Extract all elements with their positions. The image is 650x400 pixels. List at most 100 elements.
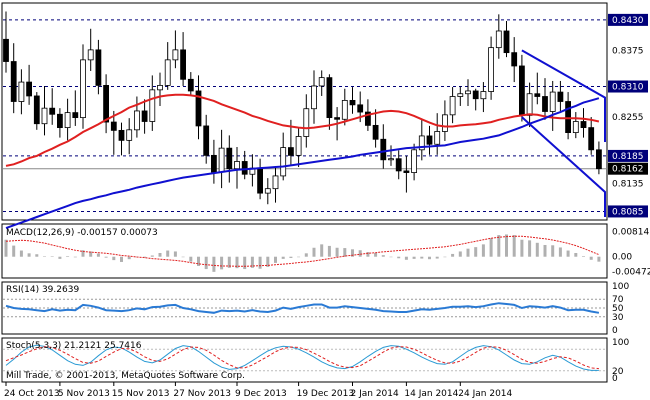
candle-body: [542, 96, 548, 112]
candle-body: [164, 59, 171, 86]
macd-bar: [243, 256, 247, 270]
candle-body: [380, 138, 387, 161]
macd-bar: [481, 244, 485, 257]
candle-body: [364, 111, 371, 126]
macd-bar: [589, 256, 593, 260]
rsi-tick-label: 70: [612, 295, 624, 305]
candle-body: [534, 93, 541, 97]
candle-body: [503, 30, 510, 54]
candle-body: [234, 161, 240, 170]
macd-bar: [220, 256, 224, 270]
macd-bar: [66, 256, 70, 257]
stoch-pane: [1, 337, 608, 383]
level-tag: [608, 149, 648, 162]
stoch-tick-label: 100: [612, 338, 629, 348]
candle-body: [457, 93, 464, 97]
macd-bar: [358, 250, 362, 257]
rsi-tick-label: 100: [612, 282, 629, 292]
candle-body: [180, 49, 187, 80]
macd-bar: [497, 235, 501, 257]
current-price-tag: [608, 162, 648, 175]
candle-body: [349, 99, 356, 106]
macd-bar: [312, 247, 316, 257]
macd-bar: [35, 254, 39, 257]
macd-bar: [4, 239, 8, 257]
candle-body: [26, 81, 33, 97]
macd-bar: [551, 245, 555, 257]
candle-body: [172, 49, 179, 61]
candle-body: [295, 136, 302, 156]
candle-body: [395, 158, 402, 172]
macd-bar: [304, 253, 308, 257]
macd-bar: [374, 253, 378, 257]
candle-body: [580, 121, 587, 129]
candle-body: [87, 49, 94, 61]
macd-bar: [466, 248, 470, 257]
rsi-series: [3, 298, 607, 318]
candle-body: [195, 90, 202, 127]
candle-body: [280, 147, 287, 177]
macd-bar: [528, 240, 532, 257]
level-tag: [608, 13, 648, 26]
macd-bar: [150, 255, 154, 257]
macd-bar: [558, 247, 562, 257]
level-tag-label: 0.8085: [612, 207, 644, 217]
macd-bar: [181, 256, 185, 258]
candle-body: [549, 91, 556, 112]
candle-body: [372, 124, 379, 140]
candle-body: [226, 147, 233, 170]
candle-body: [80, 59, 86, 119]
stoch-series: [3, 344, 607, 372]
candle-body: [133, 110, 140, 131]
macd-bar: [89, 251, 93, 257]
candle-body: [3, 38, 9, 62]
level-tag-label: 0.8185: [612, 152, 644, 162]
macd-bar: [451, 253, 455, 257]
x-tick-label: 9 Dec 2013: [235, 389, 287, 399]
rsi-tick-label: 50: [612, 304, 624, 314]
candle-body: [10, 61, 17, 102]
macd-tick-label: 0.00814: [612, 228, 649, 238]
candle-body: [210, 154, 217, 173]
stoch-signal-line: [5, 346, 599, 370]
macd-bar: [381, 255, 385, 257]
macd-bar: [366, 252, 370, 257]
candle-body: [326, 77, 333, 119]
macd-bar: [50, 256, 54, 257]
macd-signal-line: [5, 235, 600, 267]
candle-body: [465, 90, 471, 95]
macd-bar: [343, 248, 347, 257]
candle-body: [565, 101, 571, 134]
x-tick-label: 27 Nov 2013: [173, 389, 231, 399]
candle-body: [403, 170, 410, 173]
macd-bar: [351, 249, 354, 257]
macd-bar: [81, 250, 85, 257]
candle-body: [588, 127, 595, 151]
price-series: [3, 11, 607, 230]
rsi-tick-label: 0: [612, 326, 618, 336]
macd-bar: [227, 256, 231, 268]
candle-body: [596, 149, 602, 170]
macd-bar: [73, 256, 77, 258]
x-tick-label: 5 Nov 2013: [58, 389, 110, 399]
macd-bar: [19, 250, 23, 257]
macd-tick-label: 0.00: [612, 253, 632, 263]
candle-body: [257, 167, 264, 194]
candle-body: [218, 147, 225, 173]
candle-body: [149, 89, 156, 122]
candle-body: [411, 149, 418, 173]
rsi-label: RSI(14) 39.2639: [6, 285, 79, 295]
ma-red-line: [5, 93, 600, 167]
candle-body: [526, 93, 533, 116]
candle-body: [110, 121, 117, 131]
macd-bar: [597, 256, 601, 262]
macd-bar: [574, 253, 578, 257]
ma-blue-line: [5, 97, 600, 230]
macd-bar: [335, 247, 339, 257]
macd-bar: [166, 250, 170, 257]
macd-bar: [389, 256, 393, 258]
candle-body: [141, 110, 148, 122]
candle-body: [434, 131, 441, 145]
macd-bar: [274, 256, 277, 263]
